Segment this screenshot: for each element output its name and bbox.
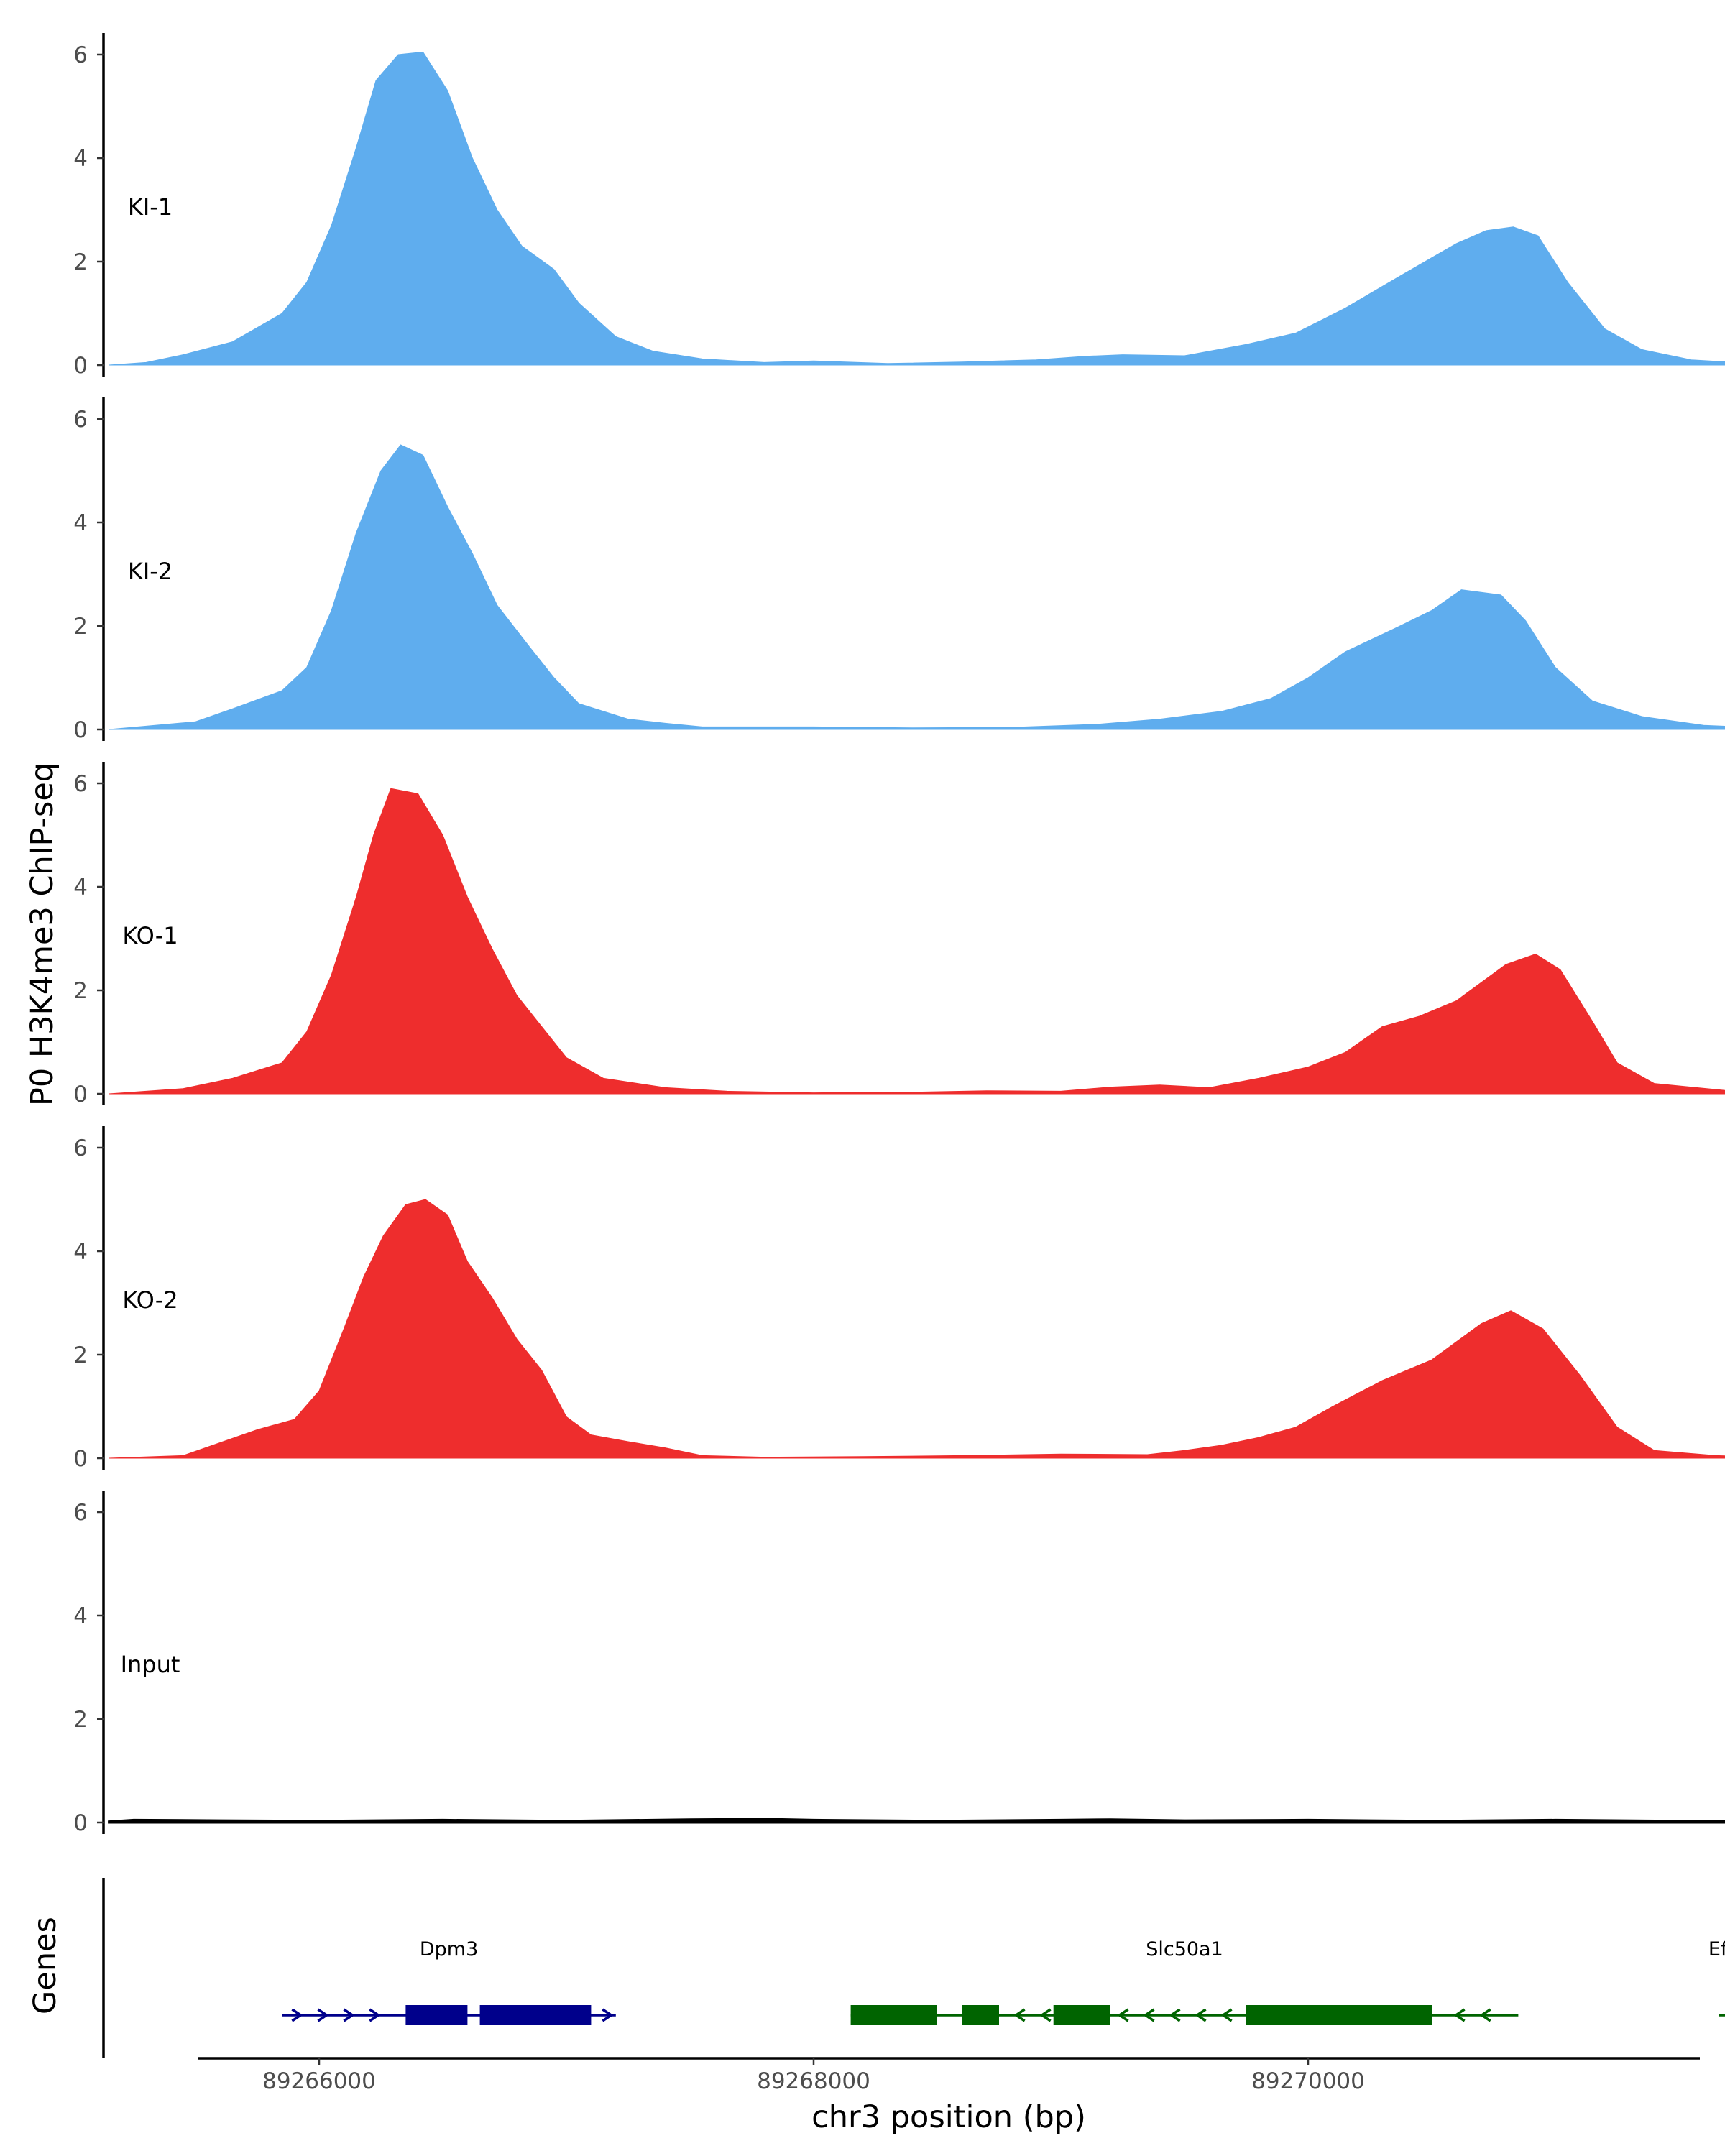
track-ko-2: 0 2 4 6 KO-2 xyxy=(73,1126,1725,1472)
y-tick-label: 0 xyxy=(73,1082,88,1107)
y-tick-label: 0 xyxy=(73,1446,88,1472)
y-tick-label: 4 xyxy=(73,1603,88,1629)
gene-exon xyxy=(479,2005,592,2025)
x-tick-label: 89266000 xyxy=(262,2068,376,2094)
gene-dpm3: Dpm3 xyxy=(282,1938,616,2025)
track-label: KI-1 xyxy=(128,193,172,221)
coverage-area-ko-1 xyxy=(109,788,1725,1095)
strand-arrow-icon xyxy=(1013,2008,1026,2022)
y-tick-label: 6 xyxy=(73,771,88,797)
y-tick-label: 2 xyxy=(73,978,88,1004)
coverage-area-ko-2 xyxy=(109,1199,1725,1459)
gene-exon xyxy=(1246,2005,1432,2025)
strand-arrow-icon xyxy=(317,2008,329,2022)
track-ki-1: 0 2 4 6 KI-1 xyxy=(73,33,1725,379)
y-tick-label: 6 xyxy=(73,407,88,433)
gene-slc50a1: Slc50a1 xyxy=(850,1938,1519,2025)
track-label: KI-2 xyxy=(128,558,172,585)
strand-arrow-icon xyxy=(1039,2008,1052,2022)
track-input: 0 2 4 6 Input xyxy=(73,1491,1725,1836)
y-tick-label: 6 xyxy=(73,42,88,68)
y-tick-label: 2 xyxy=(73,1707,88,1733)
strand-arrow-icon xyxy=(369,2008,381,2022)
coverage-area-ki-2 xyxy=(109,444,1725,730)
strand-arrow-icon xyxy=(1143,2008,1155,2022)
y-tick-label: 6 xyxy=(73,1135,88,1161)
track-label: KO-1 xyxy=(122,922,178,949)
genes-axis-title: Genes xyxy=(27,1917,63,2014)
gene-exon xyxy=(405,2005,468,2025)
x-axis-title: chr3 position (bp) xyxy=(811,2099,1086,2135)
strand-arrow-icon xyxy=(1195,2008,1207,2022)
gene-models: Dpm3 Slc50a1 Efna1 xyxy=(282,1938,1725,2025)
track-ko-1: 0 2 4 6 KO-1 xyxy=(73,762,1725,1107)
x-tick-label: 89268000 xyxy=(757,2068,870,2094)
strand-arrow-icon xyxy=(1220,2008,1233,2022)
gene-exon xyxy=(1053,2005,1110,2025)
y-tick-label: 4 xyxy=(73,875,88,900)
strand-arrow-icon xyxy=(1117,2008,1129,2022)
y-tick-label: 4 xyxy=(73,146,88,172)
x-tick-label: 89270000 xyxy=(1251,2068,1365,2094)
y-axis-title: P0 H3K4me3 ChIP-seq xyxy=(24,763,60,1106)
track-label: Input xyxy=(121,1651,180,1678)
x-axis-ticks: 89266000892680008927000089272000 xyxy=(262,2058,1365,2094)
gene-label: Dpm3 xyxy=(420,1938,478,1961)
y-tick-label: 6 xyxy=(73,1500,88,1526)
strand-arrow-icon xyxy=(602,2008,614,2022)
gene-label: Efna1 xyxy=(1708,1938,1725,1961)
strand-arrow-icon xyxy=(1479,2008,1491,2022)
coverage-area-input xyxy=(108,1818,1725,1824)
y-tick-label: 0 xyxy=(73,717,88,743)
y-tick-label: 0 xyxy=(73,1810,88,1836)
gene-exon xyxy=(962,2005,999,2025)
y-tick-label: 0 xyxy=(73,353,88,379)
genes-panel: Genes Dpm3 Slc50a1 Efna1 xyxy=(27,1878,1725,2058)
coverage-area-ki-1 xyxy=(109,51,1725,366)
y-tick-label: 4 xyxy=(73,510,88,536)
strand-arrow-icon xyxy=(1453,2008,1466,2022)
track-label: KO-2 xyxy=(122,1286,178,1314)
strand-arrow-icon xyxy=(1169,2008,1181,2022)
strand-arrow-icon xyxy=(291,2008,303,2022)
y-tick-label: 2 xyxy=(73,249,88,275)
y-tick-label: 2 xyxy=(73,614,88,640)
x-axis: 89266000892680008927000089272000 chr3 po… xyxy=(198,2057,1700,2135)
y-tick-label: 4 xyxy=(73,1239,88,1265)
gene-label: Slc50a1 xyxy=(1146,1938,1223,1961)
strand-arrow-icon xyxy=(343,2008,355,2022)
gene-exon xyxy=(850,2005,937,2025)
gene-efna1: Efna1 xyxy=(1708,1938,1725,2017)
y-tick-label: 2 xyxy=(73,1342,88,1368)
coverage-tracks: 0 2 4 6 KI-1 0 2 4 6 KI-2 0 2 4 6 KO-1 0 2 4 6 KO-2 0 2 4 6 Inpu… xyxy=(73,33,1725,1836)
track-ki-2: 0 2 4 6 KI-2 xyxy=(73,397,1725,743)
